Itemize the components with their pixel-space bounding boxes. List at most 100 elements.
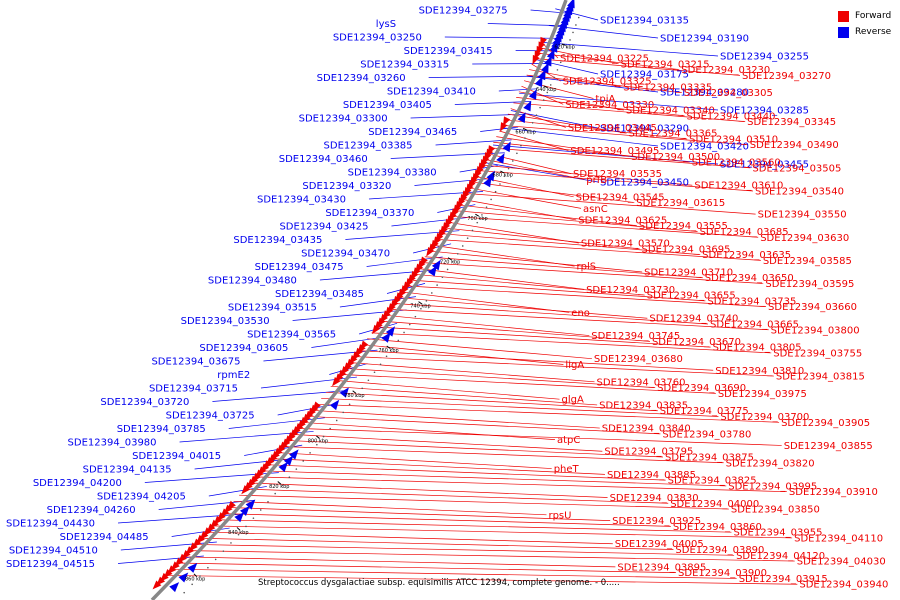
minor-tick (199, 575, 201, 577)
minor-tick (563, 54, 565, 56)
gene-label: rpsU (548, 510, 571, 521)
gene-label: SDE12394_04515 (6, 559, 95, 570)
minor-tick (288, 476, 291, 479)
reverse-gene (528, 89, 537, 100)
tick-label: 740 kbp (410, 304, 430, 310)
gene-label: SDE12394_03430 (257, 195, 346, 206)
gene-label: SDE12394_03955 (733, 528, 822, 539)
forward-gene (503, 116, 511, 126)
leader-line (413, 273, 645, 296)
reverse-gene (178, 572, 189, 583)
forward-gene (426, 247, 435, 257)
minor-tick (431, 292, 433, 294)
gene-label: atpC (557, 435, 580, 446)
leader-line (420, 262, 764, 284)
minor-tick (207, 566, 209, 569)
gene-label: SDE12394_03740 (649, 314, 738, 325)
leader-line (228, 417, 325, 429)
gene-label: SDE12394_03495 (570, 146, 659, 157)
gene-label: SDE12394_03285 (720, 106, 809, 117)
gene-label: SDE12394_03550 (758, 210, 847, 221)
reverse-gene (339, 387, 349, 398)
gene-label: SDE12394_03695 (642, 244, 731, 255)
gene-label: SDE12394_03805 (713, 343, 802, 354)
gene-label: SDE12394_04485 (60, 532, 149, 543)
gene-label: SDE12394_03715 (149, 384, 238, 395)
gene-label: SDE12394_03595 (765, 279, 854, 290)
leader-line (239, 494, 729, 510)
gene-label: SDE12394_04110 (794, 533, 883, 544)
kbp-ticks: 620 kbp 640 kbp 660 kbp 680 kbp 700 kbp 720 k… (183, 16, 580, 594)
reverse-gene (431, 259, 441, 271)
reverse-gene (187, 562, 198, 573)
label-leader-lines (117, 8, 798, 585)
gene-label: SDE12394_04120 (736, 551, 825, 562)
minor-tick (553, 76, 555, 79)
forward-gene (532, 54, 540, 65)
leader-line (296, 428, 782, 446)
minor-tick (267, 500, 269, 503)
gene-label: SDE12394_03570 (581, 239, 670, 250)
tick-mark (561, 43, 566, 46)
minor-tick (451, 260, 454, 263)
gene-label: rplS (577, 262, 597, 273)
leader-line (212, 390, 347, 402)
minor-tick (309, 452, 311, 454)
gene-label: SDE12394_03530 (181, 316, 270, 327)
tick-label: 680 kbp (493, 172, 513, 178)
leader-line (176, 562, 677, 574)
leader-line (249, 482, 608, 498)
reverse-gene (385, 326, 395, 337)
reverse-gene (427, 265, 437, 277)
leader-line (216, 519, 732, 533)
minor-tick (425, 300, 428, 302)
leader-line (483, 162, 599, 183)
minor-tick (302, 460, 305, 462)
tick-mark (522, 127, 527, 131)
minor-tick (397, 339, 400, 342)
minor-tick (556, 69, 559, 71)
leader-line (255, 476, 787, 493)
gene-label: SDE12394_04135 (83, 465, 172, 476)
gene-label: SDE12394_03655 (647, 291, 736, 302)
leader-line (276, 452, 552, 469)
minor-tick (379, 363, 382, 366)
reverse-gene (486, 170, 495, 182)
gene-label: SDE12394_03810 (715, 366, 804, 377)
minor-tick (222, 550, 225, 552)
gene-label: SDE12394_03875 (665, 453, 754, 464)
tick-label: 660 kbp (515, 129, 535, 135)
leader-line (205, 531, 613, 545)
gene-label: SDE12394_04510 (9, 546, 98, 557)
minor-tick (520, 144, 522, 147)
minor-tick (329, 427, 331, 430)
leader-line (396, 297, 648, 319)
gene-label: SDE12394_03900 (678, 568, 767, 579)
minor-tick (446, 268, 449, 271)
minor-tick (391, 347, 394, 350)
minor-tick (373, 371, 376, 374)
gene-label: SDE12394_03380 (348, 168, 437, 179)
leader-line (179, 431, 314, 443)
forward-gene (500, 122, 508, 132)
tick-mark (277, 481, 282, 485)
leader-line (194, 458, 291, 470)
leader-line (371, 332, 772, 354)
gene-label: SDE12394_03560 (692, 158, 781, 169)
gene-label: SDE12394_03175 (600, 70, 689, 81)
minor-tick (436, 284, 438, 286)
gene-label: SDE12394_03605 (199, 343, 288, 354)
gene-label: SDE12394_03335 (623, 82, 712, 93)
leader-line (188, 550, 795, 562)
gene-label: SDE12394_03190 (660, 34, 749, 45)
leader-line (375, 326, 711, 348)
gene-label: SDE12394_03800 (771, 325, 860, 336)
leader-line (405, 285, 767, 308)
tick-mark (418, 301, 423, 305)
gene-label: SDE12394_03830 (610, 493, 699, 504)
minor-tick (414, 315, 417, 318)
tick-mark (386, 345, 391, 349)
minor-tick (420, 307, 422, 310)
leader-line (388, 308, 769, 331)
minor-tick (274, 492, 276, 495)
